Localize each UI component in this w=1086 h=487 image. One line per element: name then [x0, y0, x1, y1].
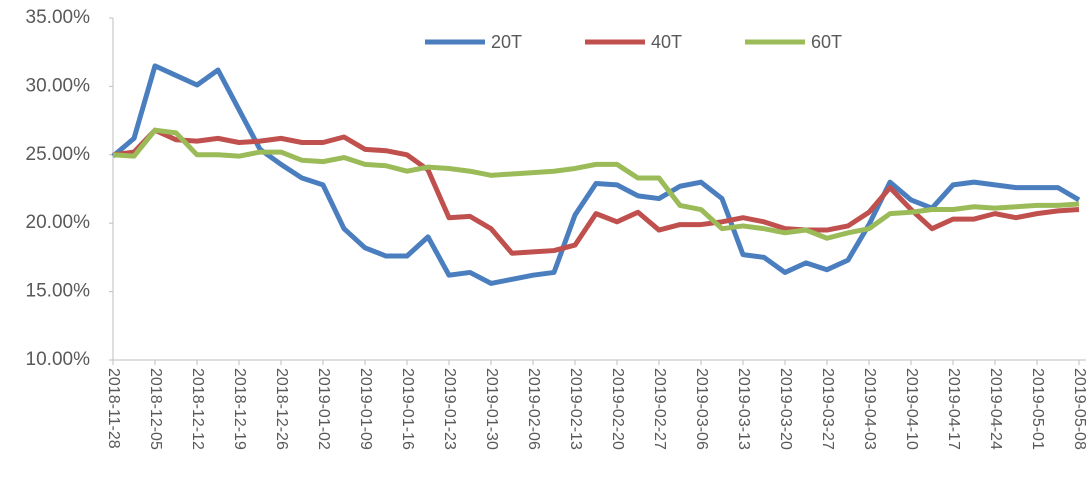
- x-tick-label: 2019-04-17: [945, 368, 962, 450]
- x-tick-label: 2019-01-16: [399, 368, 416, 450]
- x-tick-label: 2019-02-20: [609, 368, 626, 450]
- x-tick-label: 2018-11-28: [105, 368, 122, 449]
- legend-label: 60T: [811, 32, 842, 52]
- x-tick-label: 2019-01-09: [357, 368, 374, 450]
- y-tick-label: 35.00%: [26, 7, 91, 28]
- x-tick-label: 2019-01-23: [441, 368, 458, 450]
- x-tick-label: 2018-12-19: [231, 368, 248, 450]
- x-tick-label: 2019-03-27: [819, 368, 836, 450]
- y-tick-label: 30.00%: [26, 75, 91, 96]
- line-series: [112, 127, 1080, 241]
- y-tick-label: 20.00%: [26, 212, 91, 233]
- x-tick-label: 2019-01-30: [483, 368, 500, 450]
- x-tick-label: 2019-02-27: [651, 368, 668, 450]
- x-tick-label: 2018-12-05: [147, 368, 164, 450]
- legend-label: 40T: [651, 32, 682, 52]
- x-tick-label: 2019-04-24: [987, 368, 1004, 450]
- x-tick-label: 2019-03-13: [735, 368, 752, 450]
- y-tick-label: 15.00%: [26, 281, 91, 302]
- x-tick-label: 2019-02-06: [525, 368, 542, 450]
- x-tick-label: 2019-05-08: [1071, 368, 1086, 450]
- y-tick-label: 25.00%: [26, 144, 91, 165]
- x-tick-label: 2018-12-12: [189, 368, 206, 450]
- x-tick-label: 2018-12-26: [273, 368, 290, 450]
- legend-label: 20T: [491, 32, 522, 52]
- x-tick-label: 2019-03-06: [693, 368, 710, 450]
- x-tick-label: 2019-01-02: [315, 368, 332, 450]
- line-series: [112, 127, 1080, 256]
- x-tick-label: 2019-04-10: [903, 368, 920, 450]
- x-tick-label: 2019-04-03: [861, 368, 878, 450]
- y-tick-label: 10.00%: [26, 349, 91, 370]
- x-tick-label: 2019-05-01: [1029, 368, 1046, 450]
- line-series: [111, 63, 1081, 286]
- x-tick-label: 2019-03-20: [777, 368, 794, 450]
- x-tick-label: 2019-02-13: [567, 368, 584, 450]
